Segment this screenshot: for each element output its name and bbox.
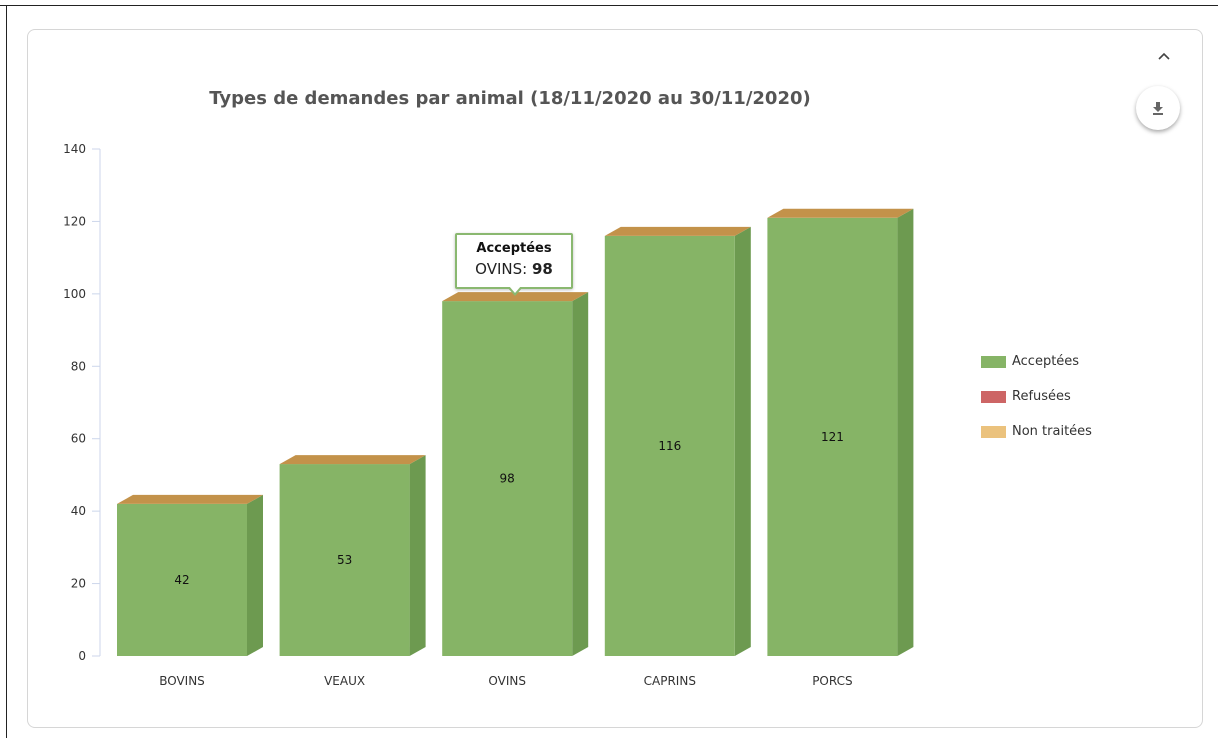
legend-swatch-refusees: [981, 390, 1006, 403]
bar-front: [442, 301, 573, 656]
bar-front: [279, 464, 410, 656]
y-tick-label: 120: [63, 214, 86, 228]
bars: 42 53 98 116 121: [117, 208, 914, 657]
y-tick-label: 60: [71, 432, 86, 446]
collapse-button[interactable]: [1154, 46, 1174, 66]
data-label: 98: [500, 472, 515, 486]
bar-side: [734, 226, 751, 656]
bar-top: [117, 494, 263, 504]
data-label: 116: [658, 439, 681, 453]
y-tick-label: 20: [71, 577, 86, 591]
bar-top: [442, 292, 589, 302]
y-tick-label: 80: [71, 359, 86, 373]
bar-side: [247, 494, 263, 656]
bar-top: [604, 226, 751, 236]
tooltip: Acceptées OVINS: 98: [455, 233, 573, 289]
legend-label-acceptees: Acceptées: [1012, 354, 1080, 369]
legend-item-refusees[interactable]: Refusées: [981, 379, 1092, 414]
bar-side: [409, 455, 426, 656]
download-icon: [1153, 102, 1163, 115]
frame-border-top: [0, 5, 1218, 6]
tooltip-arrow-inner: [509, 286, 521, 293]
download-button[interactable]: [1136, 86, 1180, 130]
bar-front: [767, 217, 898, 657]
bar-top: [767, 208, 914, 218]
legend-swatch-non-traitees: [981, 425, 1006, 438]
tooltip-category: OVINS:: [475, 260, 528, 278]
y-tick-label: 140: [63, 142, 86, 156]
tooltip-value: 98: [531, 260, 553, 278]
chart-title: Types de demandes par animal (18/11/2020…: [209, 88, 811, 109]
bar-ovins[interactable]: [442, 292, 589, 656]
data-label: 42: [174, 573, 189, 587]
bar-front: [604, 235, 735, 656]
legend-swatch-acceptees: [981, 355, 1006, 368]
data-label: 121: [821, 430, 844, 444]
y-tick-label: 40: [71, 504, 86, 518]
x-tick-label: CAPRINS: [644, 674, 696, 688]
y-axis: 0 20 40 60 80 100 120 140: [63, 142, 101, 663]
bar-bovins[interactable]: [117, 494, 263, 656]
bar-side: [572, 292, 589, 656]
bar-porcs[interactable]: [767, 208, 914, 657]
y-tick-label: 100: [63, 287, 86, 301]
bar-side: [897, 208, 914, 657]
bar-veaux[interactable]: [279, 455, 426, 656]
tooltip-body: OVINS: 98: [457, 260, 571, 278]
legend-item-acceptees[interactable]: Acceptées: [981, 344, 1092, 379]
x-axis-labels: BOVINS VEAUX OVINS CAPRINS PORCS: [159, 674, 852, 688]
chevron-up-icon: [1158, 52, 1170, 60]
legend-item-non-traitees[interactable]: Non traitées: [981, 414, 1092, 449]
bar-caprins[interactable]: [604, 226, 751, 656]
data-label: 53: [337, 553, 352, 567]
bar-front: [117, 503, 247, 656]
x-tick-label: BOVINS: [159, 674, 205, 688]
legend-label-non-traitees: Non traitées: [1012, 424, 1092, 439]
legend-label-refusees: Refusées: [1012, 389, 1071, 404]
legend: Acceptées Refusées Non traitées: [981, 344, 1092, 449]
bar-top: [279, 455, 426, 465]
y-tick-label: 0: [78, 649, 86, 663]
frame-border-left: [6, 5, 7, 738]
x-tick-label: PORCS: [812, 674, 852, 688]
x-tick-label: VEAUX: [324, 674, 365, 688]
tooltip-title: Acceptées: [476, 241, 552, 256]
x-tick-label: OVINS: [488, 674, 526, 688]
